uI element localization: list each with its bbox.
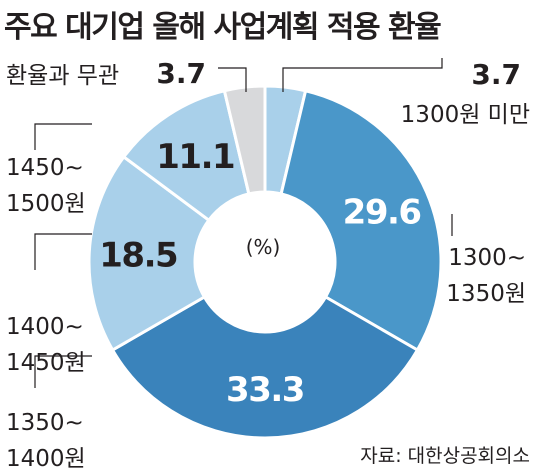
category-label-under-1300: 1300원 미만 [401,102,530,128]
category-label-1350-1400: 1350~ 1400원 [6,410,86,472]
donut-slices: 29.6 33.3 18.5 11.1 [87,84,443,440]
slice-1300-1350 [279,88,443,353]
value-label-1300-1350: 29.6 [343,193,421,233]
slice-1350-1400 [110,294,420,440]
source-note: 자료: 대한상공회의소 [360,445,530,467]
value-label-unrelated: 3.7 [156,57,206,90]
leader-lines [34,58,453,388]
leader-under-1300 [282,58,443,92]
category-label-unrelated: 환율과 무관 [6,63,119,89]
value-label-1450-1500: 11.1 [156,137,234,177]
value-label-1350-1400: 33.3 [226,370,304,410]
value-label-1400-1450: 18.5 [99,236,177,276]
unit-label: (%) [246,235,281,259]
value-label-under-1300: 3.7 [471,58,521,91]
category-label-1450-1500: 1450~ 1500원 [6,155,86,217]
chart-title: 주요 대기업 올해 사업계획 적용 환율 [4,10,442,45]
category-label-1300-1350: 1300~ 1350원 [446,245,526,307]
leader-unrelated [218,67,247,92]
slice-unrelated [222,84,267,196]
leader-1400-1450 [34,233,92,270]
leader-1450-1500 [34,123,92,150]
leader-1350-1400 [34,355,92,388]
slice-1400-1450 [87,154,211,353]
category-label-1400-1450: 1400~ 1450원 [6,314,86,376]
